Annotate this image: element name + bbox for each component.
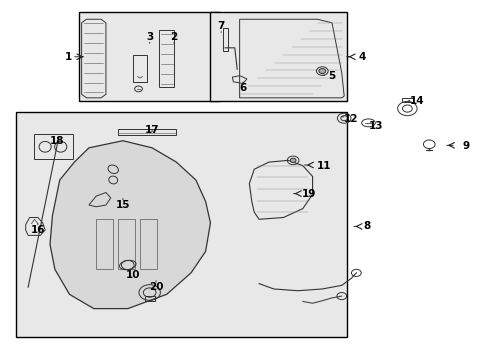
FancyBboxPatch shape <box>210 12 346 102</box>
Text: 3: 3 <box>146 32 153 42</box>
Bar <box>118 129 176 135</box>
Text: 12: 12 <box>344 114 358 124</box>
Text: 6: 6 <box>239 83 246 93</box>
Text: 4: 4 <box>358 52 366 62</box>
Bar <box>34 134 73 158</box>
Text: 5: 5 <box>328 71 335 81</box>
Text: 7: 7 <box>217 21 224 31</box>
Text: 14: 14 <box>409 96 424 107</box>
Text: 9: 9 <box>461 141 468 151</box>
Circle shape <box>289 158 295 162</box>
Bar <box>96 219 113 269</box>
Circle shape <box>318 68 325 73</box>
Bar <box>144 296 154 301</box>
Text: 1: 1 <box>64 52 72 62</box>
Bar <box>140 219 157 269</box>
Text: 10: 10 <box>125 270 140 280</box>
Text: 13: 13 <box>368 121 382 131</box>
FancyBboxPatch shape <box>79 12 220 102</box>
Text: 11: 11 <box>316 161 330 171</box>
Bar <box>222 28 228 51</box>
Polygon shape <box>50 141 210 309</box>
Text: 17: 17 <box>144 125 159 135</box>
Bar <box>159 30 174 87</box>
Bar <box>132 55 147 82</box>
Text: 20: 20 <box>148 282 163 292</box>
Text: 19: 19 <box>301 189 316 199</box>
Text: 18: 18 <box>50 136 64 146</box>
Text: 16: 16 <box>31 225 45 235</box>
Bar <box>401 98 412 102</box>
Bar <box>118 219 135 269</box>
Text: 15: 15 <box>116 200 130 210</box>
Text: 8: 8 <box>363 221 370 231</box>
FancyBboxPatch shape <box>16 112 346 337</box>
Text: 2: 2 <box>170 32 177 42</box>
